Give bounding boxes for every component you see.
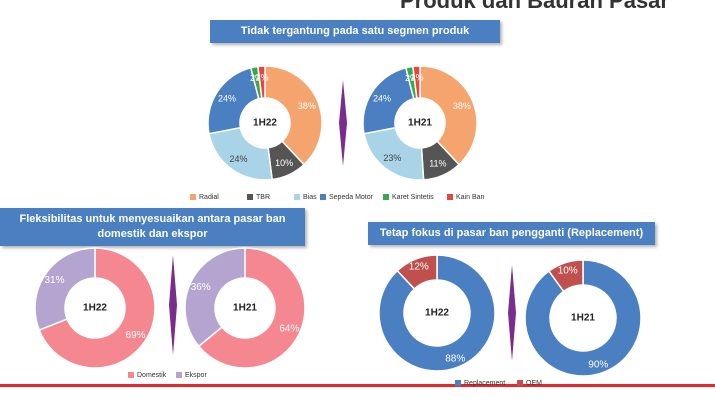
donut-center-label: 1H22 [425,308,449,319]
divider [508,265,516,361]
donut-center-label: 1H21 [571,313,595,324]
data-label: 24% [373,93,391,103]
divider [169,255,177,355]
page-title: Produk dan Bauran Pasar [400,0,669,13]
donut-center-label: 1H22 [253,118,277,129]
donut-slice [184,247,246,348]
legend-label: TBR [256,194,270,201]
donut-slice [264,65,323,166]
donut-slice [38,247,156,369]
data-label: 12% [409,262,429,273]
donut-slice [34,247,96,332]
data-label: 38% [453,101,471,111]
data-label: 38% [298,101,316,111]
donut-center-label: 1H21 [408,118,432,129]
donut-slice [257,65,266,100]
data-label: 10% [275,158,293,168]
data-label: 11% [429,159,446,169]
legend-swatch [447,194,453,200]
chart-title: Tetap fokus di pasar ban pengganti (Repl… [368,222,655,245]
legend-swatch [128,372,134,378]
legend-label: Sepeda Motor [329,194,374,201]
data-label: 90% [588,360,608,371]
data-label: 2% [405,73,418,83]
donut-slice [378,254,496,372]
donut-slice [419,65,478,166]
legend-swatch [455,380,461,386]
donut-center-label: 1H21 [233,303,257,314]
data-label: 64% [279,324,299,335]
legend-swatch [320,194,326,200]
data-label: 2% [250,73,263,83]
legend-label: Domestik [137,372,167,379]
donut-slice [363,126,425,181]
data-label: 24% [218,93,236,103]
chart-title: Fleksibilitas untuk menyesuaikan antara … [0,208,305,246]
legend-label: Radial [199,194,219,201]
donut-slice [396,254,438,291]
donut-center-label: 1H22 [83,303,107,314]
data-label: 24% [230,154,248,164]
legend-label: OEM [526,380,542,387]
donut-slice [197,247,306,369]
legend-swatch [383,194,389,200]
data-label: 23% [383,153,401,163]
data-label: 31% [44,275,64,286]
footer-line [0,384,715,387]
divider [339,80,347,166]
data-label: 88% [445,354,465,365]
donut-slice [412,65,421,100]
data-label: 2% [256,72,269,82]
data-label: 69% [126,330,146,341]
legend-swatch [247,194,253,200]
legend-label: Ekspor [185,372,207,379]
legend-label: Replacement [464,380,505,387]
legend-label: Kain Ban [456,194,485,201]
legend-swatch [176,372,182,378]
data-label: 36% [191,282,211,293]
data-label: 10% [558,266,578,277]
legend-label: Bias [303,194,317,201]
legend-swatch [190,194,196,200]
legend-swatch [294,194,300,200]
donut-slice [524,259,642,377]
data-label: 2% [411,72,424,82]
donut-slice [547,259,584,293]
legend-label: Karet Sintetis [392,194,434,201]
chart-title: Tidak tergantung pada satu segmen produk [210,20,500,43]
legend-swatch [517,380,523,386]
